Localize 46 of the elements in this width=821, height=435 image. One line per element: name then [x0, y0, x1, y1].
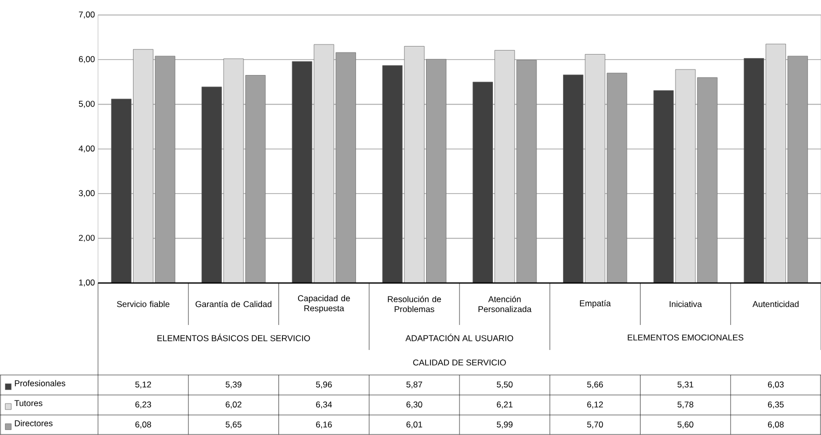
data-label: 5,66	[587, 381, 603, 388]
legend-label: Tutores	[14, 400, 42, 406]
text: CALIDAD DE SERVICIO	[413, 359, 506, 366]
data-label: 5,39	[226, 381, 242, 388]
y-tick-label: 6,00	[78, 56, 95, 64]
data-label: 6,23	[135, 401, 152, 408]
x-tick-label: Servicio fiable	[116, 300, 170, 308]
data-label: 6,08	[768, 421, 784, 428]
legend-label: Directores	[14, 420, 53, 426]
y-tick-label: 2,00	[78, 234, 95, 242]
data-label: 6,02	[226, 401, 242, 408]
data-label: 5,31	[678, 381, 694, 388]
data-label: 6,08	[135, 421, 152, 428]
x-tick-label: Resolución de Problemas	[388, 296, 441, 312]
y-tick-label: 7,00	[78, 12, 95, 18]
legend-label: Profesionales	[14, 380, 66, 386]
y-tick-label: 1,00	[79, 279, 95, 286]
data-label: 5,60	[678, 421, 694, 428]
data-label: 6,21	[496, 401, 513, 408]
data-label: 5,12	[135, 381, 152, 388]
data-label: 6,12	[587, 401, 603, 408]
x-tick-label: Empatía	[580, 300, 611, 308]
data-label: 6,35	[768, 401, 784, 408]
data-label: 5,96	[316, 381, 332, 388]
data-label: 5,70	[587, 421, 603, 428]
x-tick-label: Garantía de Calidad	[196, 300, 272, 308]
x-tick-label: Atención Personalizada	[478, 296, 532, 312]
x-tick-label: Iniciativa	[670, 300, 702, 308]
data-label: 5,87	[406, 381, 422, 388]
text: ELEMENTOS BÁSICOS DEL SERVICIO	[157, 334, 310, 342]
text: ADAPTACIÓN AL USUARIO	[405, 334, 514, 342]
y-tick-label: 3,00	[78, 190, 95, 198]
data-label: 6,34	[316, 401, 332, 408]
data-label: 6,03	[768, 381, 784, 388]
data-label: 6,16	[316, 421, 332, 428]
data-label: 6,30	[406, 401, 422, 408]
y-tick-label: 5,00	[78, 100, 95, 108]
x-tick-label: Capacidad de Respuesta	[298, 295, 350, 313]
data-label: 6,01	[406, 421, 422, 428]
x-tick-label: Autenticidad	[752, 300, 799, 308]
data-label: 5,50	[496, 381, 513, 388]
data-label: 5,65	[226, 421, 242, 428]
data-label: 5,78	[678, 401, 694, 408]
data-label: 5,99	[496, 421, 513, 428]
y-tick-label: 4,00	[78, 145, 95, 152]
text: ELEMENTOS EMOCIONALES	[628, 334, 744, 340]
